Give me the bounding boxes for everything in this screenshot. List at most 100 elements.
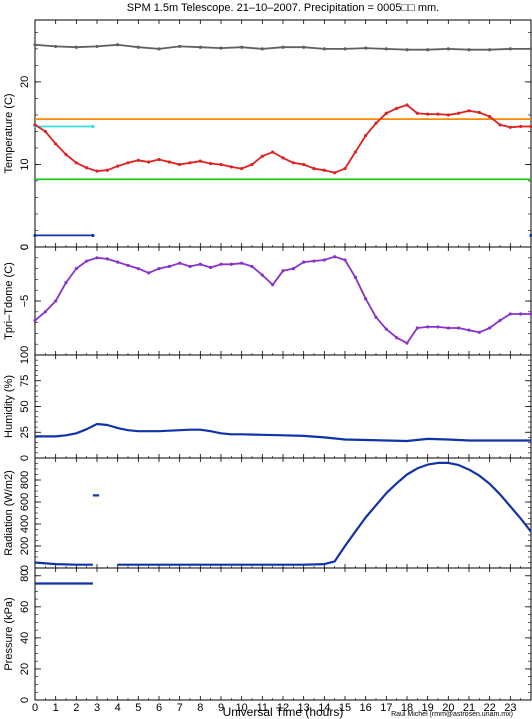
panel-humidity: 0 25 50 75 100 Humidity (%)	[3, 346, 532, 461]
data-point	[353, 150, 357, 154]
y-tick-label: 200	[19, 537, 31, 555]
data-point	[198, 159, 202, 163]
data-point	[446, 113, 450, 117]
y-tick-label: 400	[19, 515, 31, 533]
data-point	[33, 43, 37, 47]
data-point	[116, 164, 120, 168]
x-tick-label: 7	[177, 702, 183, 714]
x-tick-label: 11	[257, 702, 268, 714]
x-axis-label: Universal Time (hours)	[223, 705, 344, 719]
data-point	[333, 171, 337, 175]
data-point	[291, 267, 295, 271]
y-tick-label: 0	[19, 565, 31, 571]
data-point	[302, 45, 306, 49]
x-tick-label: 2	[73, 702, 79, 714]
data-point	[209, 162, 213, 166]
data-point	[322, 47, 326, 51]
data-point	[281, 269, 285, 273]
x-tick-label: 15	[339, 702, 351, 714]
x-tick-label: 4	[115, 702, 121, 714]
x-tick-label: 16	[360, 702, 372, 714]
data-point	[250, 162, 254, 167]
y-tick-label: 25	[19, 426, 31, 438]
panel-frame	[34, 457, 532, 569]
panel-pressure: 0 20 40 60 80 Pressure (kPa)	[3, 567, 532, 703]
data-point	[91, 233, 95, 238]
data-point	[260, 273, 264, 277]
data-point	[374, 315, 378, 319]
data-point	[178, 162, 182, 167]
data-point	[260, 47, 264, 51]
data-point	[446, 47, 450, 51]
data-point	[519, 312, 523, 316]
data-point	[302, 162, 306, 167]
data-point	[508, 312, 512, 316]
data-point	[405, 103, 409, 107]
data-point	[74, 161, 78, 165]
data-point	[364, 297, 368, 301]
data-point	[105, 257, 109, 261]
data-point	[415, 111, 419, 115]
data-point	[467, 328, 471, 332]
data-point	[322, 258, 326, 262]
data-point	[157, 47, 161, 51]
x-tick-label: 1	[53, 702, 59, 714]
data-point	[95, 256, 99, 260]
data-point	[405, 341, 409, 345]
data-point	[95, 169, 99, 173]
data-point	[33, 233, 37, 238]
data-point	[467, 48, 471, 52]
data-point	[302, 260, 306, 264]
data-point	[488, 114, 492, 119]
data-point	[436, 112, 440, 116]
data-point	[147, 271, 151, 275]
data-point	[436, 325, 440, 329]
x-tick-label: 5	[135, 702, 141, 714]
data-point	[136, 45, 140, 49]
data-point	[488, 48, 492, 52]
y-tick-label: 0	[19, 244, 31, 250]
data-point	[426, 325, 430, 329]
data-point	[219, 46, 223, 50]
data-point	[519, 124, 523, 129]
y-tick-label: 600	[19, 493, 31, 511]
data-point	[229, 262, 233, 266]
panel-frame	[34, 246, 532, 356]
data-point	[229, 165, 233, 169]
data-point	[95, 44, 99, 49]
panel-tpri-tdome: −5 0 Tpri–Tdome (C)	[3, 244, 532, 356]
x-tick-label: 20	[442, 702, 454, 714]
x-tick-label: 9	[218, 702, 224, 714]
data-point	[271, 150, 275, 154]
data-point	[395, 336, 399, 340]
data-point	[54, 299, 58, 303]
x-tick-label: 18	[401, 702, 413, 714]
data-point	[498, 123, 502, 127]
x-tick-label: 22	[484, 702, 496, 714]
x-tick-label: 3	[94, 702, 100, 714]
y-tick-label: 20	[19, 663, 31, 675]
series-blue	[34, 461, 532, 566]
x-tick-label: 17	[380, 702, 392, 714]
y-tick-label: 40	[19, 632, 31, 644]
data-point	[498, 318, 502, 323]
y-tick-label: 800	[19, 471, 31, 489]
data-point	[147, 160, 151, 164]
data-point	[405, 48, 409, 52]
panel-frame	[34, 567, 532, 701]
x-tick-label: 0	[32, 702, 38, 714]
data-point	[74, 45, 78, 49]
data-point	[291, 161, 295, 165]
data-point	[457, 326, 461, 330]
data-point	[188, 264, 192, 269]
data-point	[281, 45, 285, 49]
y-tick-label: 60	[19, 601, 31, 613]
data-point	[395, 106, 399, 110]
data-point	[136, 158, 140, 162]
data-point	[54, 44, 58, 49]
y-tick-label: 50	[19, 400, 31, 412]
data-point	[384, 327, 388, 331]
x-tick-label: 14	[318, 702, 330, 714]
data-point	[240, 166, 244, 171]
data-point	[477, 110, 481, 115]
